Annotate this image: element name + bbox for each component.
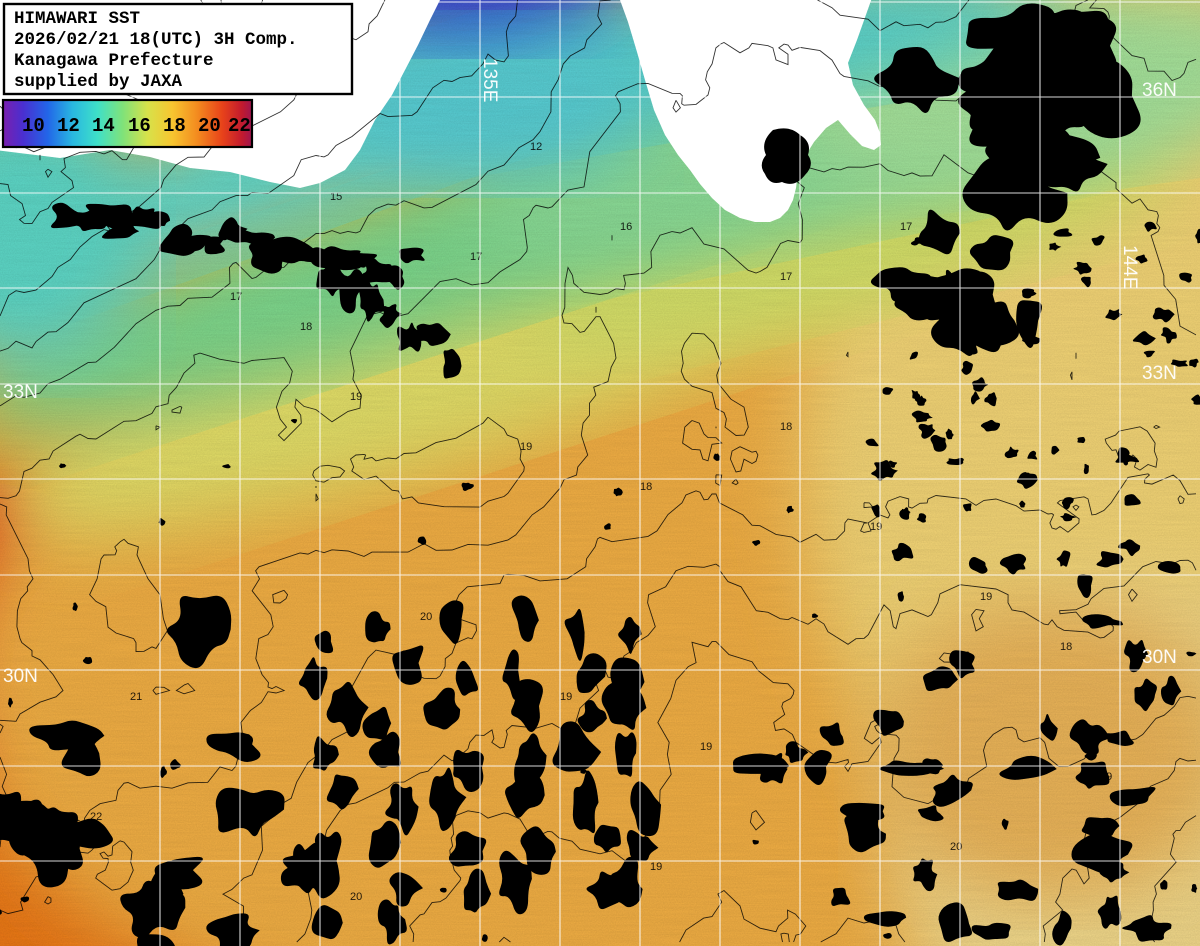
svg-text:22: 22	[228, 115, 251, 137]
svg-text:144E: 144E	[1119, 245, 1140, 289]
svg-text:19: 19	[520, 441, 532, 453]
svg-text:12: 12	[57, 115, 80, 137]
svg-text:2026/02/21 18(UTC) 3H Comp.: 2026/02/21 18(UTC) 3H Comp.	[14, 30, 298, 50]
svg-text:17: 17	[900, 221, 912, 233]
svg-text:14: 14	[92, 115, 115, 137]
svg-text:20: 20	[350, 891, 362, 903]
svg-text:19: 19	[560, 691, 572, 703]
svg-text:36N: 36N	[1142, 80, 1177, 101]
svg-text:18: 18	[640, 481, 652, 493]
svg-text:17: 17	[780, 271, 792, 283]
svg-text:18: 18	[300, 321, 312, 333]
svg-text:Kanagawa Prefecture: Kanagawa Prefecture	[14, 51, 214, 71]
svg-text:supplied by JAXA: supplied by JAXA	[14, 72, 183, 92]
svg-text:18: 18	[1060, 641, 1072, 653]
svg-text:12: 12	[530, 141, 542, 153]
svg-text:21: 21	[130, 691, 142, 703]
svg-text:19: 19	[650, 861, 662, 873]
svg-text:135E: 135E	[479, 58, 500, 102]
svg-text:20: 20	[420, 611, 432, 623]
svg-text:19: 19	[980, 591, 992, 603]
svg-text:HIMAWARI SST: HIMAWARI SST	[14, 9, 140, 29]
svg-text:19: 19	[700, 741, 712, 753]
svg-text:16: 16	[128, 115, 151, 137]
svg-text:18: 18	[780, 421, 792, 433]
svg-text:18: 18	[163, 115, 186, 137]
svg-text:20: 20	[198, 115, 221, 137]
svg-text:33N: 33N	[1142, 363, 1177, 384]
svg-text:19: 19	[350, 391, 362, 403]
svg-text:10: 10	[22, 115, 45, 137]
svg-text:33N: 33N	[3, 382, 38, 403]
svg-text:30N: 30N	[3, 666, 38, 687]
svg-text:30N: 30N	[1142, 647, 1177, 668]
svg-text:16: 16	[620, 221, 632, 233]
